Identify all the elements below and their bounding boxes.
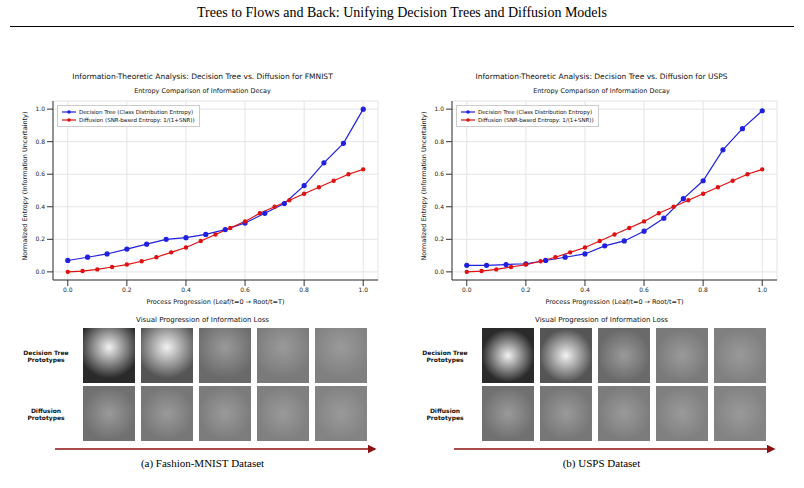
svg-text:0.4: 0.4 xyxy=(35,203,45,210)
html-text:Diffusion (SNR-based Entropy:: Diffusion (SNR-based Entropy: 1/(1+SNR)) xyxy=(79,117,195,123)
svg-text:0.8: 0.8 xyxy=(299,286,309,293)
html-text:Information-Theoretic Analysis: Information-Theoretic Analysis: Decision… xyxy=(72,72,333,81)
svg-text:0.2: 0.2 xyxy=(434,235,444,242)
svg-text:0.4: 0.4 xyxy=(181,286,191,293)
svg-text:0.6: 0.6 xyxy=(434,170,444,177)
svg-text:1.0: 1.0 xyxy=(35,105,45,112)
svg-text:0.2: 0.2 xyxy=(521,286,531,293)
html-text:Entropy Comparison of Informat: Entropy Comparison of Information Decay xyxy=(134,87,271,95)
html-text:Entropy Comparison of Informat: Entropy Comparison of Information Decay xyxy=(533,87,670,95)
svg-text:1.0: 1.0 xyxy=(434,105,444,112)
svg-text:Normalized Entropy (Informatio: Normalized Entropy (Information Uncertai… xyxy=(21,112,29,261)
html-text:Diffusion Prototypes: Diffusion Prototypes xyxy=(426,406,464,421)
svg-text:0.8: 0.8 xyxy=(35,138,45,145)
svg-text:0.8: 0.8 xyxy=(434,138,444,145)
svg-text:0.2: 0.2 xyxy=(35,235,45,242)
svg-text:1.0: 1.0 xyxy=(358,286,368,293)
html-text:Diffusion Prototypes: Diffusion Prototypes xyxy=(27,406,65,421)
html-text:Trees to Flows and Back: Unify: Trees to Flows and Back: Unifying Decisi… xyxy=(197,5,607,20)
html-text:Visual Progression of Informat: Visual Progression of Information Loss xyxy=(136,316,269,324)
svg-text:0.4: 0.4 xyxy=(580,286,590,293)
html-text:Decision Tree Prototypes: Decision Tree Prototypes xyxy=(23,348,69,363)
svg-text:0.0: 0.0 xyxy=(35,268,45,275)
html-text:Diffusion (SNR-based Entropy:: Diffusion (SNR-based Entropy: 1/(1+SNR)) xyxy=(478,117,594,123)
html-text:Information-Theoretic Analysis: Information-Theoretic Analysis: Decision… xyxy=(475,72,728,81)
html-text:Decision Tree (Class Distribut: Decision Tree (Class Distribution Entrop… xyxy=(478,109,593,115)
svg-text:0.6: 0.6 xyxy=(639,286,649,293)
html-text:Visual Progression of Informat: Visual Progression of Information Loss xyxy=(535,316,668,324)
svg-text:Process Progression (Leaf/t=0: Process Progression (Leaf/t=0 → Root/t=T… xyxy=(146,298,284,306)
svg-text:0.8: 0.8 xyxy=(698,286,708,293)
svg-text:0.2: 0.2 xyxy=(122,286,132,293)
svg-text:0.4: 0.4 xyxy=(434,203,444,210)
svg-text:0.6: 0.6 xyxy=(240,286,250,293)
svg-text:1.0: 1.0 xyxy=(757,286,767,293)
svg-text:0.6: 0.6 xyxy=(35,170,45,177)
svg-text:Normalized Entropy (Informatio: Normalized Entropy (Information Uncertai… xyxy=(420,112,428,261)
svg-text:Process Progression (Leaf/t=0: Process Progression (Leaf/t=0 → Root/t=T… xyxy=(545,298,683,306)
html-text:Decision Tree Prototypes: Decision Tree Prototypes xyxy=(422,348,468,363)
html-text:(a) Fashion-MNIST Dataset: (a) Fashion-MNIST Dataset xyxy=(140,457,265,469)
html-text:(b) USPS Dataset: (b) USPS Dataset xyxy=(562,457,641,469)
html-text:Decision Tree (Class Distribut: Decision Tree (Class Distribution Entrop… xyxy=(79,109,194,115)
svg-text:0.0: 0.0 xyxy=(434,268,444,275)
svg-text:0.0: 0.0 xyxy=(462,286,472,293)
svg-text:0.0: 0.0 xyxy=(63,286,73,293)
